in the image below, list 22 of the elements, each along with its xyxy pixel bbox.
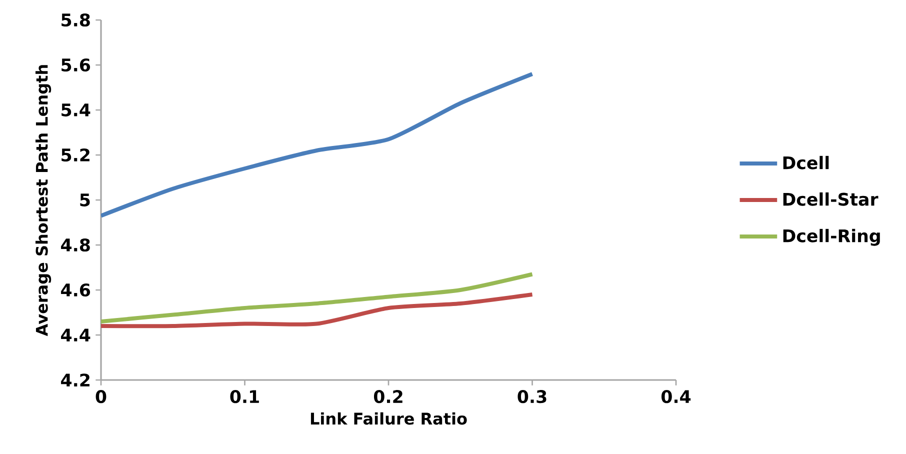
line-series xyxy=(101,72,534,218)
legend-label: Dcell-Ring xyxy=(783,228,880,246)
y-tick-label: 5.4 xyxy=(62,104,90,116)
y-tick-label: 5.6 xyxy=(62,58,90,72)
y-tick-label: 4.8 xyxy=(61,238,90,252)
line-series xyxy=(101,292,534,328)
x-axis-title: Link Failure Ratio xyxy=(310,412,467,425)
legend-label: Dcell-Star xyxy=(783,192,878,206)
x-tick-label: 0.3 xyxy=(518,390,546,404)
x-tick-label: 0.1 xyxy=(230,390,259,404)
x-tick-label: 0.2 xyxy=(374,390,402,404)
x-tick-label: 0.4 xyxy=(661,390,691,404)
legend-label: Dcell xyxy=(783,156,829,170)
y-tick-label: 4.4 xyxy=(61,328,90,342)
x-tick-label: 0 xyxy=(96,390,106,404)
y-tick-label: 5.2 xyxy=(62,148,90,162)
y-tick-label: 5 xyxy=(80,194,90,206)
y-tick-label: 4.6 xyxy=(61,283,90,297)
y-axis-title: Average Shortest Path Length xyxy=(35,65,52,336)
y-tick-label: 5.8 xyxy=(62,13,90,27)
line-series xyxy=(101,272,534,324)
y-tick-label: 4.2 xyxy=(61,374,90,386)
